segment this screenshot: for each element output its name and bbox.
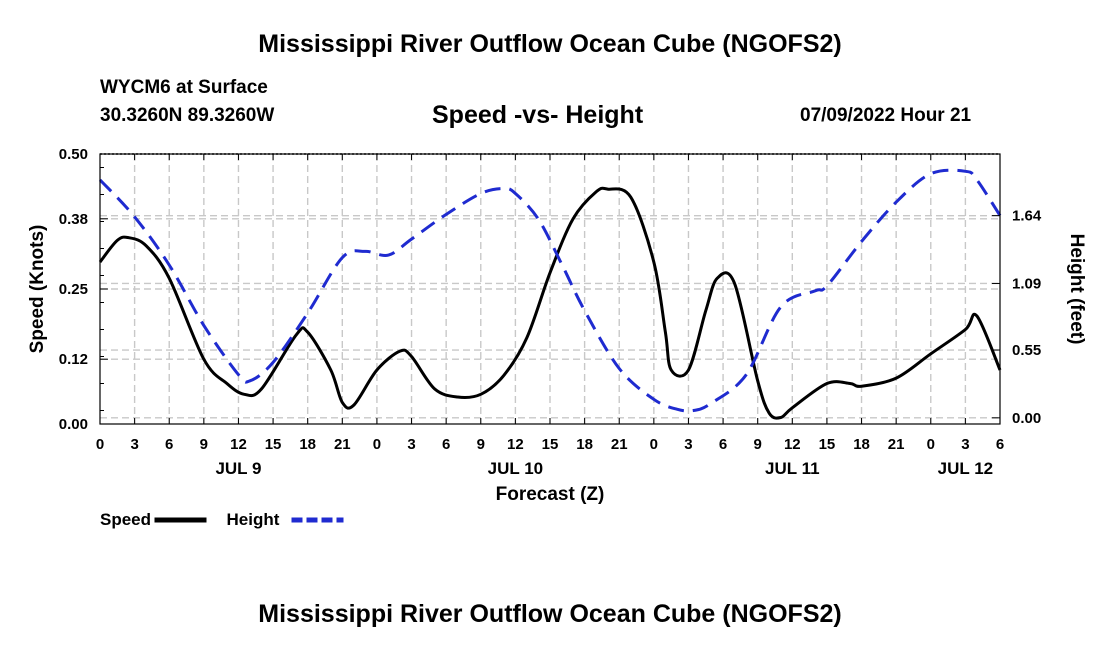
y-tick-label: 0.50 — [59, 146, 88, 163]
legend-label-height: Height — [227, 510, 280, 529]
y2-axis-label: Height (feet) — [1066, 234, 1087, 345]
x-tick-label: 3 — [961, 436, 969, 453]
footer-title: Mississippi River Outflow Ocean Cube (NG… — [258, 600, 842, 628]
y-tick-label: 0.00 — [59, 416, 88, 433]
x-tick-label: 21 — [334, 436, 351, 453]
x-tick-label: 0 — [96, 436, 104, 453]
y2-tick-label: 1.64 — [1012, 208, 1042, 225]
x-axis-label: Forecast (Z) — [496, 484, 605, 505]
x-tick-label: 12 — [230, 436, 247, 453]
x-tick-label: 6 — [442, 436, 450, 453]
y-axis-label: Speed (Knots) — [27, 225, 48, 354]
x-tick-label: 15 — [819, 436, 836, 453]
x-tick-label: 0 — [927, 436, 935, 453]
x-tick-label: 0 — [650, 436, 658, 453]
x-tick-label: 6 — [719, 436, 727, 453]
x-tick-label: 3 — [130, 436, 138, 453]
series-line-height — [98, 168, 1002, 413]
chart-main-title: Mississippi River Outflow Ocean Cube (NG… — [258, 30, 842, 58]
y-tick-label: 0.38 — [59, 211, 88, 228]
x-tick-label: 3 — [684, 436, 692, 453]
y2-tick-label: 1.09 — [1012, 275, 1041, 292]
y-tick-label: 0.25 — [59, 281, 88, 298]
station-coordinates: 30.3260N 89.3260W — [100, 105, 275, 126]
date-label: JUL 12 — [938, 459, 993, 478]
y2-tick-label: 0.00 — [1012, 410, 1041, 427]
x-tick-label: 18 — [576, 436, 593, 453]
y2-tick-label: 0.55 — [1012, 342, 1041, 359]
date-label: JUL 10 — [488, 459, 543, 478]
x-tick-label: 18 — [299, 436, 316, 453]
x-tick-label: 12 — [507, 436, 524, 453]
x-tick-label: 9 — [477, 436, 485, 453]
axis-layer: 0 3 6 9 12 15 18 21 0 3 6 9 12 15 18 21 0 3 6 9 12 15 18 21 0 3 6J… — [59, 146, 1042, 478]
x-tick-label: 21 — [888, 436, 905, 453]
y-tick-label: 0.12 — [59, 351, 88, 368]
legend-label-speed: Speed — [100, 510, 151, 529]
x-tick-label: 18 — [853, 436, 870, 453]
legend: Speed Height — [100, 510, 344, 529]
date-label: JUL 11 — [765, 459, 820, 478]
x-tick-label: 0 — [373, 436, 381, 453]
x-tick-label: 6 — [996, 436, 1004, 453]
series-line-speed — [98, 186, 1002, 420]
forecast-datetime: 07/09/2022 Hour 21 — [800, 105, 972, 126]
x-tick-label: 6 — [165, 436, 173, 453]
x-tick-label: 15 — [542, 436, 559, 453]
date-label: JUL 9 — [215, 459, 261, 478]
x-tick-label: 3 — [407, 436, 415, 453]
x-tick-label: 15 — [265, 436, 282, 453]
station-label: WYCM6 at Surface — [100, 77, 268, 98]
x-tick-label: 9 — [200, 436, 208, 453]
grid-layer — [100, 154, 1000, 424]
series-layer — [98, 168, 1002, 420]
x-tick-label: 21 — [611, 436, 628, 453]
x-tick-label: 9 — [754, 436, 762, 453]
x-tick-label: 12 — [784, 436, 801, 453]
chart-subtitle: Speed -vs- Height — [432, 101, 644, 129]
